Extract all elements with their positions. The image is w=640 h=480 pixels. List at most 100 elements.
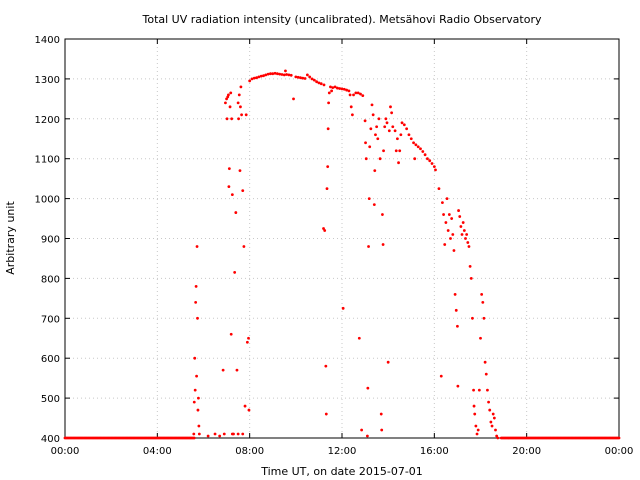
data-point <box>303 77 307 80</box>
data-point <box>389 105 392 109</box>
data-point <box>243 404 247 408</box>
data-point <box>357 336 361 340</box>
data-point <box>364 141 367 145</box>
data-point <box>441 201 444 204</box>
data-point <box>400 121 404 125</box>
data-point <box>464 237 467 240</box>
data-point <box>324 412 328 416</box>
data-point <box>439 374 443 378</box>
data-point <box>224 101 227 105</box>
data-point <box>225 117 229 121</box>
data-point <box>352 93 355 97</box>
data-point <box>479 336 482 340</box>
data-point <box>285 73 288 76</box>
axis-ticks: 400 500 600 700 800 900 1000 1100 1200 1300 1400 00… <box>35 35 634 457</box>
data-point <box>443 243 447 246</box>
data-point <box>368 145 372 149</box>
data-point <box>416 145 420 149</box>
data-point <box>192 432 196 436</box>
data-point <box>327 101 331 105</box>
data-point <box>452 249 456 252</box>
data-point <box>366 386 370 390</box>
data-point <box>488 408 492 412</box>
data-point <box>340 87 344 91</box>
data-point <box>367 197 371 201</box>
data-point <box>480 292 484 296</box>
data-point <box>305 73 309 77</box>
data-point <box>451 233 455 236</box>
data-point <box>474 424 478 428</box>
data-point <box>233 271 237 274</box>
data-point <box>247 336 250 340</box>
data-point <box>419 147 422 151</box>
data-point <box>360 428 364 432</box>
y-tick-label: 900 <box>41 235 60 246</box>
data-point <box>350 113 354 117</box>
data-point <box>492 416 496 420</box>
data-point <box>235 368 239 372</box>
x-tick-label: 16:00 <box>420 446 449 457</box>
x-tick-label: 00:00 <box>605 446 634 457</box>
data-point <box>250 77 254 81</box>
y-tick-label: 1200 <box>35 115 60 126</box>
data-point <box>255 76 258 80</box>
data-point <box>466 241 470 244</box>
data-point <box>472 388 475 392</box>
data-point <box>467 245 471 248</box>
y-tick-label: 500 <box>41 394 60 405</box>
data-point <box>407 133 411 137</box>
data-point <box>454 308 458 312</box>
data-point <box>483 360 487 364</box>
data-point <box>222 432 226 436</box>
data-point <box>617 436 621 440</box>
data-point <box>378 157 382 161</box>
data-point <box>259 74 263 78</box>
data-point <box>461 221 465 224</box>
data-point <box>442 213 445 216</box>
data-point <box>273 71 277 75</box>
data-point <box>445 197 449 201</box>
data-point <box>269 72 272 76</box>
grid <box>65 39 619 438</box>
data-point <box>287 73 291 77</box>
data-point <box>326 127 330 131</box>
data-point <box>447 213 451 216</box>
data-point <box>206 434 210 438</box>
data-point <box>390 111 394 115</box>
data-point <box>275 72 279 76</box>
data-point <box>325 187 329 191</box>
data-point <box>381 243 385 246</box>
data-point <box>239 85 243 89</box>
data-point <box>469 277 473 280</box>
data-point <box>227 185 231 189</box>
data-point <box>391 125 395 129</box>
data-point <box>239 105 242 109</box>
data-point <box>347 89 351 93</box>
data-point <box>315 80 319 84</box>
data-point <box>229 332 233 336</box>
data-point <box>471 316 474 320</box>
x-tick-label: 12:00 <box>328 446 357 457</box>
data-point <box>227 93 230 97</box>
data-point <box>384 117 388 121</box>
data-point <box>319 82 323 86</box>
data-point <box>473 412 477 416</box>
data-point <box>413 157 417 161</box>
data-point <box>289 73 293 77</box>
data-point <box>398 149 402 153</box>
data-point <box>367 245 370 248</box>
y-tick-label: 800 <box>41 274 60 285</box>
data-point <box>361 94 365 98</box>
data-point <box>491 412 495 416</box>
y-tick-label: 1000 <box>35 195 60 206</box>
data-point <box>192 400 196 404</box>
data-point <box>230 432 234 436</box>
data-point <box>294 75 298 79</box>
data-point <box>194 300 198 304</box>
data-point <box>195 374 198 378</box>
data-point <box>460 233 464 236</box>
data-point <box>322 83 326 87</box>
data-point <box>375 125 379 129</box>
data-point <box>228 105 232 109</box>
